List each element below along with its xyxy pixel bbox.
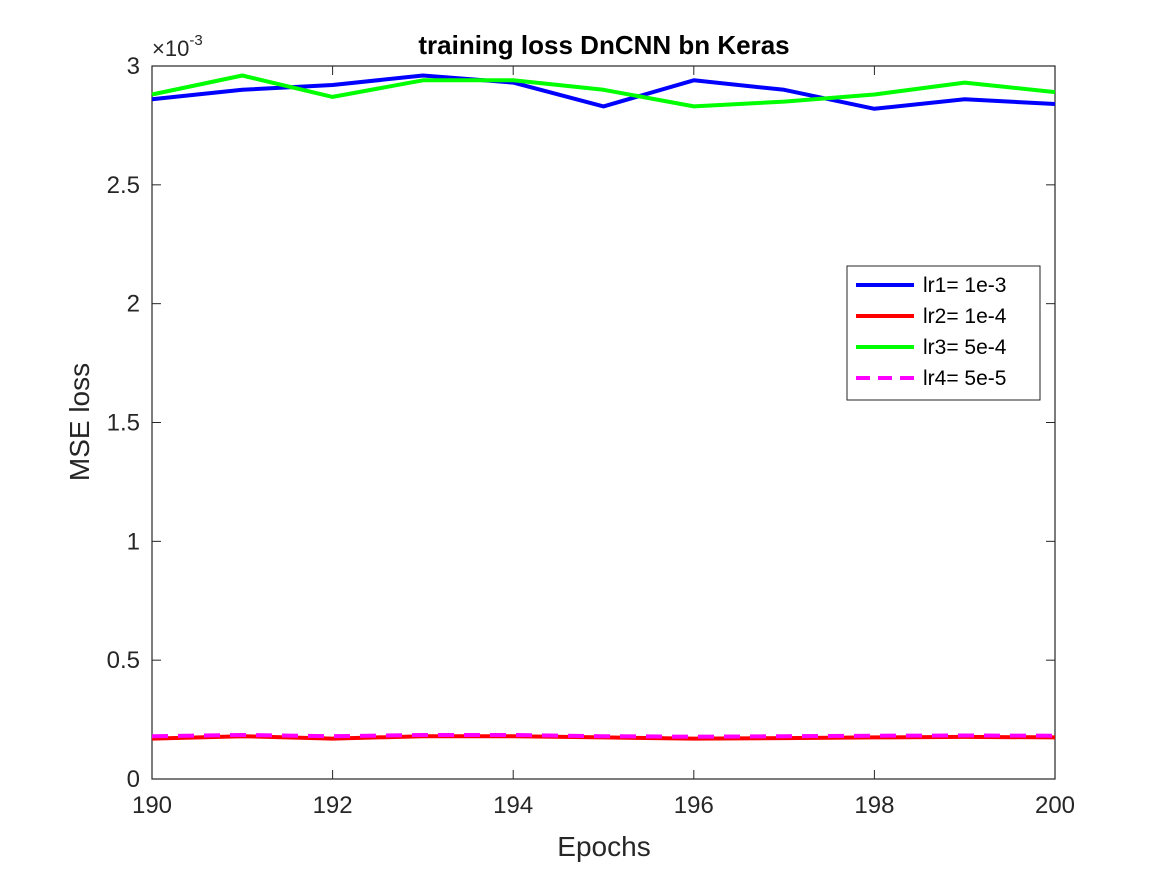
y-tick-label: 1	[127, 528, 140, 555]
y-axis-title: MSE loss	[64, 363, 95, 481]
series-line-4	[151, 733, 1056, 739]
y-tick-label: 0.5	[107, 647, 140, 674]
legend-label-2: lr2= 1e-4	[923, 305, 1007, 328]
legend-items: lr1= 1e-3 lr2= 1e-4 lr3= 5e-4 lr4= 5e-5	[856, 274, 1007, 390]
y-axis-exponent-base: ×10	[152, 36, 189, 61]
y-tick-label: 3	[127, 53, 140, 80]
y-tick-label: 0	[127, 766, 140, 793]
x-axis-title: Epochs	[557, 831, 650, 862]
legend-label-1: lr1= 1e-3	[923, 274, 1006, 297]
x-axis-ticks: 190 192 194 196 198 200	[132, 66, 1075, 819]
series-line-1	[151, 73, 1056, 111]
y-tick-label: 2	[127, 291, 140, 318]
y-tick-label: 1.5	[107, 410, 140, 437]
legend-label-3: lr3= 5e-4	[923, 336, 1007, 359]
series-layer	[151, 73, 1056, 741]
x-tick-label: 192	[313, 792, 353, 819]
chart-title: training loss DnCNN bn Keras	[418, 30, 789, 60]
x-tick-label: 200	[1035, 792, 1075, 819]
legend: lr1= 1e-3 lr2= 1e-4 lr3= 5e-4 lr4= 5e-5	[846, 265, 1041, 401]
plot-area	[151, 65, 1056, 780]
legend-label-4: lr4= 5e-5	[923, 367, 1006, 390]
x-tick-label: 190	[132, 792, 172, 819]
x-tick-label: 194	[493, 792, 533, 819]
y-axis-exponent-power: -3	[189, 32, 202, 49]
x-tick-label: 196	[674, 792, 714, 819]
y-axis-exponent: ×10-3	[152, 32, 203, 61]
x-tick-label: 198	[854, 792, 894, 819]
y-axis-ticks: 0 0.5 1 1.5 2 2.5 3	[107, 53, 1055, 793]
series-line-3	[151, 73, 1056, 109]
y-tick-label: 2.5	[107, 172, 140, 199]
